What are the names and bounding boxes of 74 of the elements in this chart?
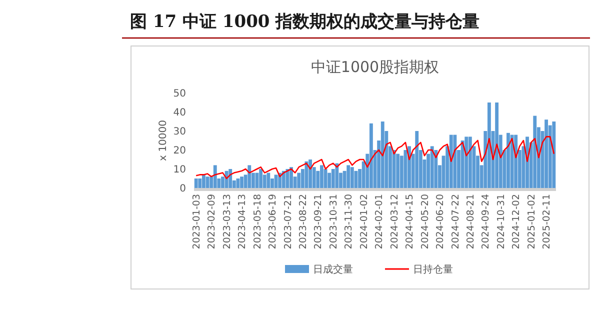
bar xyxy=(202,174,206,188)
x-tick-label: 2024-04-15 xyxy=(404,194,416,250)
bar xyxy=(506,132,510,188)
bar xyxy=(464,136,468,188)
bar xyxy=(487,102,491,188)
x-tick-label: 2024-12-02 xyxy=(511,194,522,250)
legend-label: 日持仓量 xyxy=(413,264,453,276)
bar xyxy=(335,163,339,188)
x-tick-label: 2023-03-13 xyxy=(222,194,233,250)
x-tick-label: 2023-08-22 xyxy=(298,194,309,250)
x-tick-label: 2023-06-19 xyxy=(268,194,279,250)
bar xyxy=(495,102,499,188)
x-tick-label: 2023-01-03 xyxy=(191,194,202,250)
bar xyxy=(328,172,332,188)
bar xyxy=(415,131,419,188)
x-tick-label: 2023-02-09 xyxy=(206,194,218,250)
x-tick-label: 2025-01-02 xyxy=(526,194,538,250)
bar xyxy=(460,140,464,188)
bar xyxy=(430,146,434,188)
bar xyxy=(449,134,453,188)
bar xyxy=(228,169,232,188)
bar xyxy=(213,165,217,188)
line-series xyxy=(195,136,555,180)
y-tick-label: 20 xyxy=(173,146,186,156)
bar xyxy=(346,165,350,188)
y-tick-label: 10 xyxy=(173,164,186,176)
legend-label: 日成交量 xyxy=(313,264,353,276)
y-tick-label: 0 xyxy=(180,184,186,194)
y-tick-label: 50 xyxy=(173,88,186,100)
bar xyxy=(380,122,384,188)
bar xyxy=(514,134,518,188)
x-tick-label: 2023-10-31 xyxy=(328,194,340,250)
x-tick-label: 2024-05-20 xyxy=(420,194,431,250)
bar xyxy=(282,170,286,188)
x-tick-label: 2024-08-21 xyxy=(465,194,476,250)
bar xyxy=(248,165,252,188)
bar xyxy=(404,150,408,188)
bar xyxy=(468,136,472,188)
bar xyxy=(453,134,457,188)
bar xyxy=(552,122,556,188)
x-tick-label: 2023-04-13 xyxy=(237,194,248,250)
bar xyxy=(198,178,202,188)
bar xyxy=(266,172,270,188)
bar xyxy=(290,167,293,188)
bar xyxy=(259,169,263,188)
y-tick-label: 40 xyxy=(173,108,186,118)
bar xyxy=(297,172,301,188)
x-tick-label: 2023-07-21 xyxy=(282,194,294,250)
x-tick-label: 2024-03-12 xyxy=(389,194,400,250)
bar xyxy=(350,167,354,188)
bar xyxy=(240,176,244,188)
chart-subtitle: 中证1000股指期权 xyxy=(310,58,440,76)
bar xyxy=(396,154,400,188)
x-tick-label: 2023-09-21 xyxy=(313,194,324,250)
bar xyxy=(533,116,537,188)
x-tick-label: 2023-11-30 xyxy=(344,194,355,250)
bar xyxy=(286,169,290,188)
chart-title: 图 17 中证 1000 指数期权的成交量与持仓量 xyxy=(130,12,480,32)
bar xyxy=(544,120,548,188)
x-tick-label: 2024-07-22 xyxy=(450,194,462,250)
y-tick-label: 30 xyxy=(173,126,186,138)
x-tick-label: 2024-10-31 xyxy=(496,194,507,250)
x-tick-label: 2024-09-24 xyxy=(480,194,492,250)
bar xyxy=(320,165,324,188)
x-tick-label: 2024-06-20 xyxy=(435,194,446,250)
y-axis-title: x 10000 xyxy=(158,120,169,161)
bar xyxy=(308,160,312,188)
x-tick-label: 2024-01-02 xyxy=(358,194,370,250)
x-tick-label: 2023-05-18 xyxy=(252,194,264,250)
x-tick-label: 2024-02-01 xyxy=(374,194,386,250)
bar xyxy=(434,150,438,188)
bar xyxy=(369,123,373,188)
x-tick-label: 2025-02-11 xyxy=(542,194,553,250)
bar xyxy=(194,178,198,188)
